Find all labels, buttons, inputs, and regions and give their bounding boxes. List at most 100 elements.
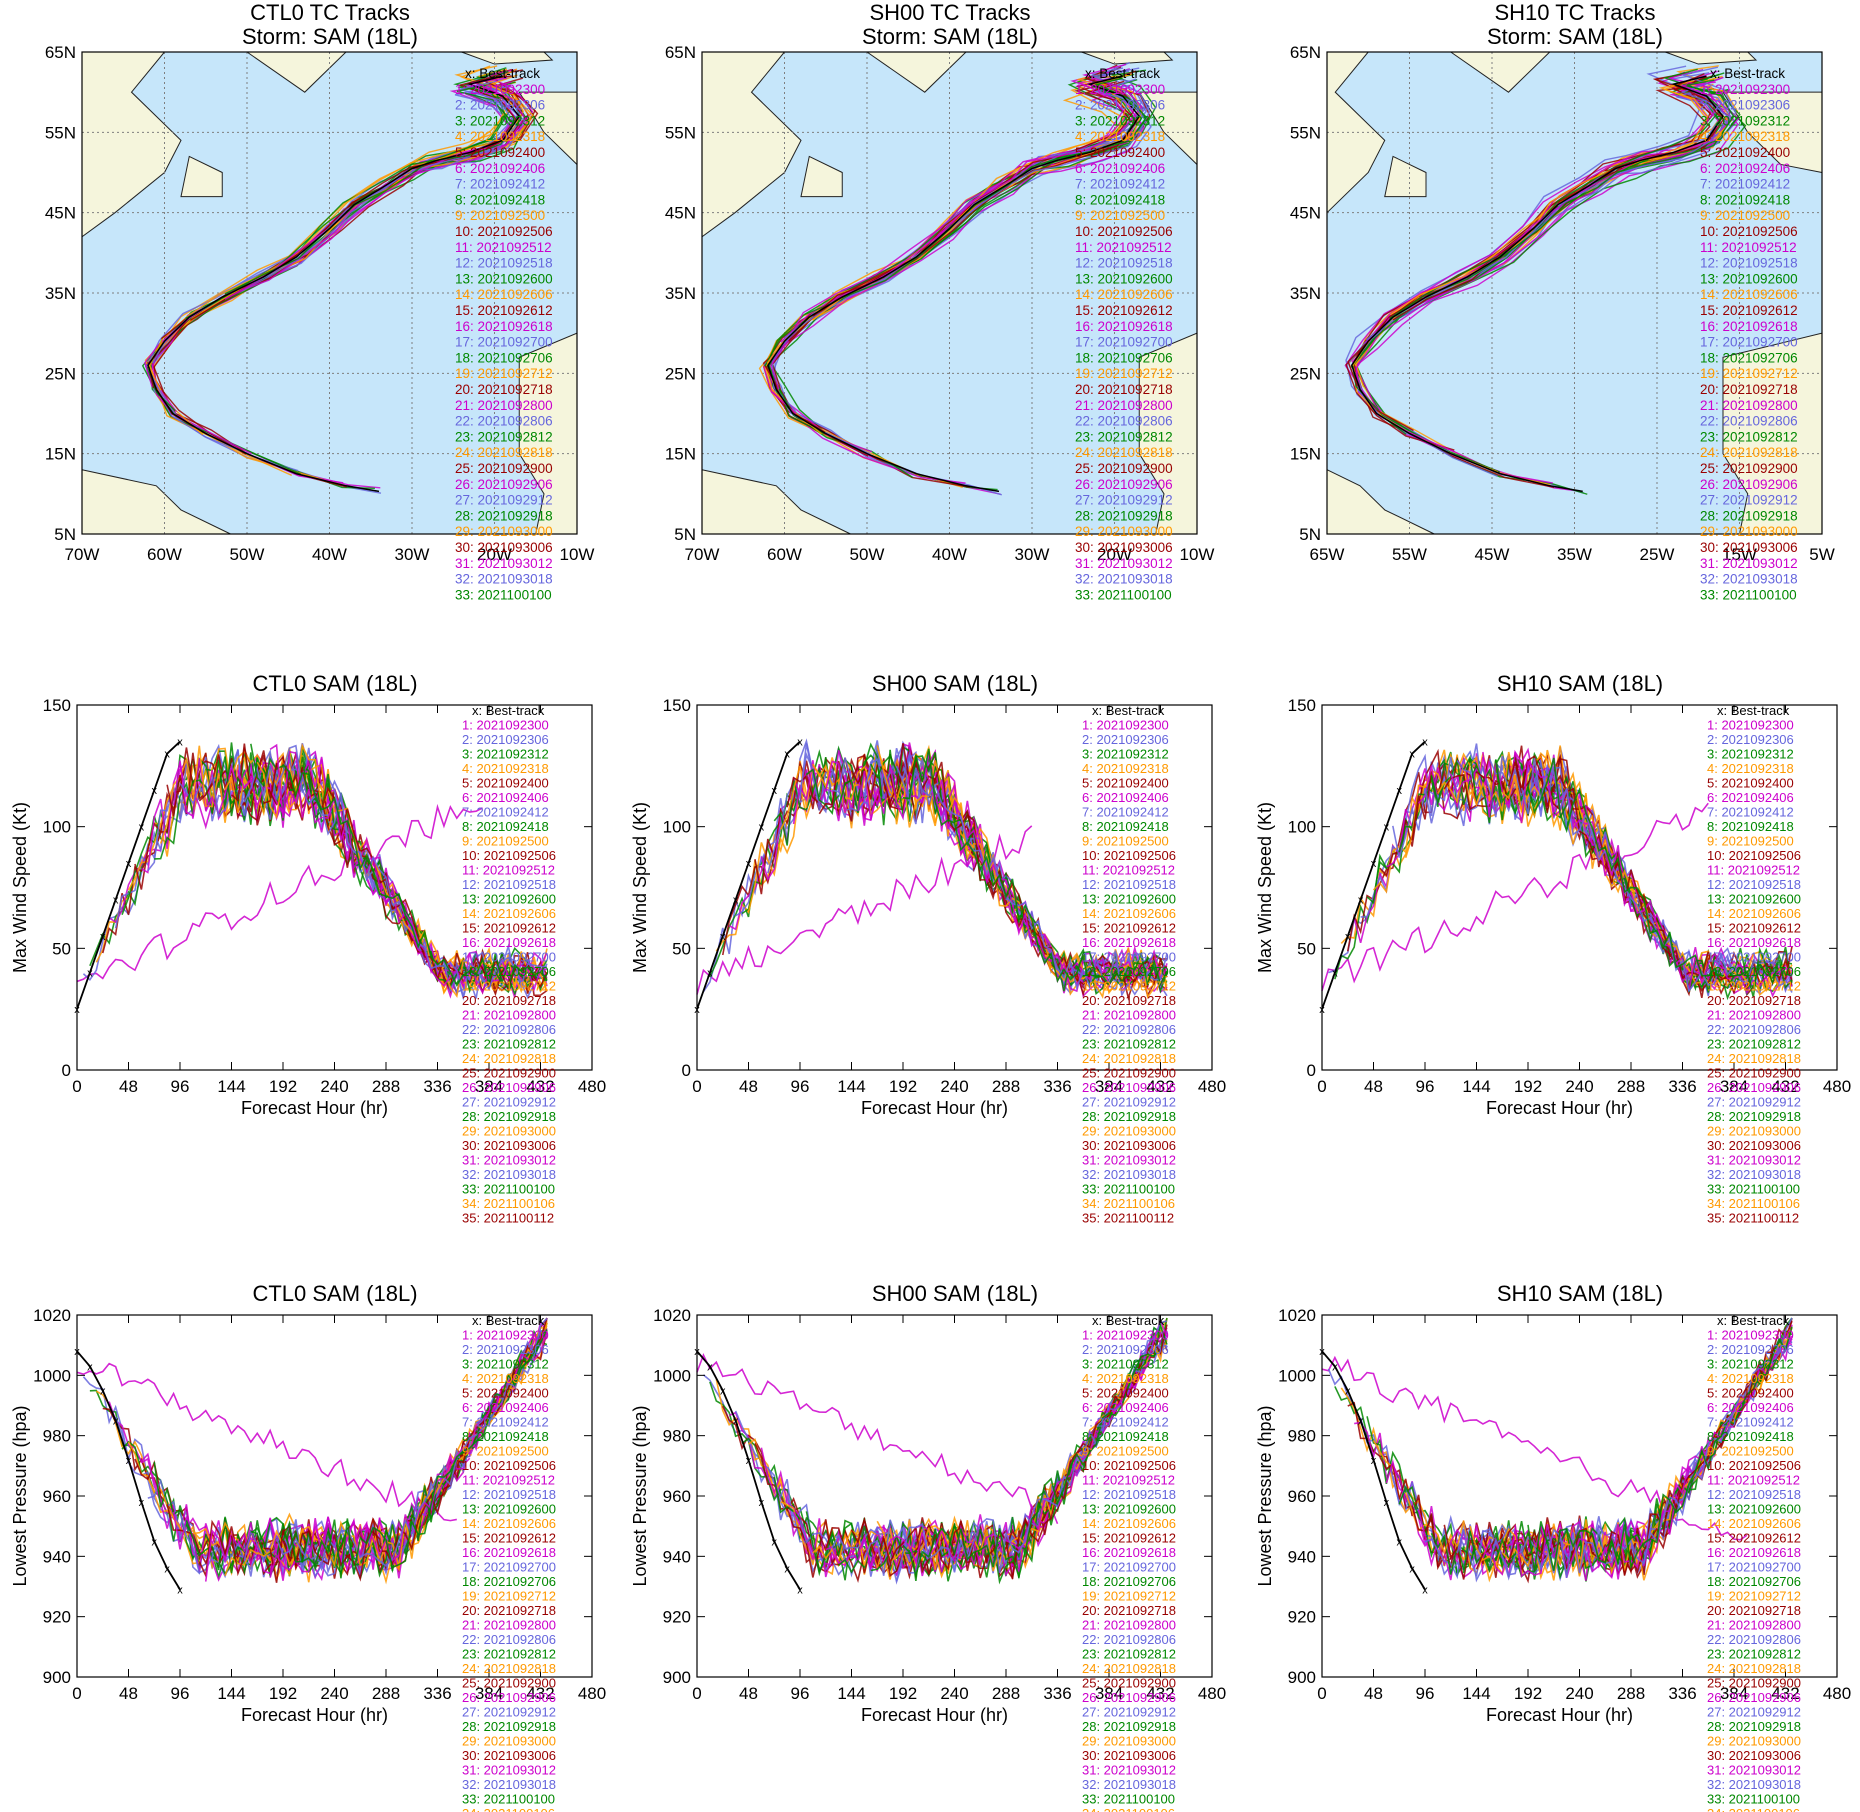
- legend-entry: 12: 2021092518: [1075, 256, 1173, 271]
- plot-frame: [1326, 51, 1823, 535]
- legend-entry: 31: 2021093012: [1082, 1153, 1176, 1168]
- x-tick-label: 60W: [147, 545, 182, 564]
- chart-subtitle: Storm: SAM (18L): [1487, 24, 1663, 49]
- legend-entry: 6: 2021092406: [1075, 161, 1165, 176]
- legend-entry: 14: 2021092606: [1707, 1516, 1801, 1531]
- chart-title: SH00 SAM (18L): [872, 1281, 1038, 1306]
- best-track-marker: x: [720, 1385, 726, 1397]
- best-track-marker: x: [100, 1385, 106, 1397]
- legend-entry: 32: 2021093018: [462, 1777, 556, 1792]
- x-tick-label: 192: [1514, 1684, 1542, 1703]
- legend-entry: 26: 2021092906: [1075, 477, 1173, 492]
- y-tick-label: 65N: [45, 43, 76, 62]
- legend-entry: 1: 2021092300: [455, 82, 545, 97]
- legend-entry: 25: 2021092900: [1700, 461, 1798, 476]
- best-track-marker: x: [707, 968, 713, 980]
- x-tick-label: 30W: [1015, 545, 1050, 564]
- forecast-track: [224, 77, 529, 300]
- x-tick-label: 336: [423, 1077, 451, 1096]
- x-tick-label: 432: [1771, 1077, 1799, 1096]
- legend-entry: 14: 2021092606: [455, 287, 553, 302]
- legend-entry: 25: 2021092900: [1707, 1676, 1801, 1691]
- legend-entry: 7: 2021092412: [462, 805, 549, 820]
- best-track-series: [696, 1350, 801, 1590]
- legend-entry: 12: 2021092518: [1707, 877, 1801, 892]
- legend-entry: 19: 2021092712: [1700, 366, 1798, 381]
- legend-entry: 12: 2021092518: [455, 256, 553, 271]
- y-tick-label: 1020: [653, 1306, 691, 1325]
- legend-entry: 20: 2021092718: [1700, 382, 1798, 397]
- legend-entry: 20: 2021092718: [1082, 1603, 1176, 1618]
- y-tick-label: 100: [43, 818, 71, 837]
- legend-entry: 16: 2021092618: [1082, 1545, 1176, 1560]
- best-track-marker: x: [759, 1497, 765, 1509]
- legend-entry: 5: 2021092400: [1082, 776, 1169, 791]
- y-tick-label: 960: [43, 1487, 71, 1506]
- legend-entry: 11: 2021092512: [1707, 1473, 1800, 1488]
- best-track-marker: x: [784, 749, 790, 761]
- legend-entry: 9: 2021092500: [1082, 834, 1169, 849]
- legend-entry: 22: 2021092806: [1707, 1632, 1801, 1647]
- x-tick-label: 40W: [312, 545, 347, 564]
- legend-entry: 6: 2021092406: [1707, 1400, 1794, 1415]
- legend-entry: 34: 2021100106: [462, 1196, 555, 1211]
- best-track-marker: x: [784, 1563, 790, 1575]
- legend-entry: 28: 2021092918: [1075, 508, 1173, 523]
- best-track-marker: x: [746, 1455, 752, 1467]
- legend-entry: 14: 2021092606: [1700, 287, 1798, 302]
- legend-entry: 25: 2021092900: [1707, 1066, 1801, 1081]
- forecast-track: [1352, 88, 1722, 411]
- y-tick-label: 1000: [33, 1366, 71, 1385]
- legend-entry: 17: 2021092700: [462, 950, 556, 965]
- best-track-marker: x: [139, 822, 145, 834]
- legend-entry: 16: 2021092618: [1082, 935, 1176, 950]
- legend-entry: 27: 2021092912: [462, 1095, 556, 1110]
- x-tick-label: 144: [217, 1077, 245, 1096]
- legend-entry: 19: 2021092712: [1082, 1589, 1176, 1604]
- legend-entry: 15: 2021092612: [1082, 921, 1176, 936]
- x-tick-label: 336: [1043, 1684, 1071, 1703]
- legend-entry: 29: 2021093000: [455, 524, 553, 539]
- legend-entry: 10: 2021092506: [1082, 1458, 1176, 1473]
- legend-entry: 27: 2021092912: [1707, 1705, 1801, 1720]
- legend-entry: 9: 2021092500: [1700, 208, 1790, 223]
- legend-entry: 17: 2021092700: [1082, 950, 1176, 965]
- legend-entry: 2: 2021092306: [462, 732, 549, 747]
- legend-entry: 2: 2021092306: [462, 1342, 549, 1357]
- y-tick-label: 35N: [665, 284, 696, 303]
- best-track-marker: x: [177, 737, 183, 749]
- x-tick-label: 48: [119, 1684, 138, 1703]
- x-tick-label: 288: [992, 1684, 1020, 1703]
- legend-entry: 28: 2021092918: [462, 1109, 556, 1124]
- legend-entry: 22: 2021092806: [462, 1632, 556, 1647]
- legend-entry: 34: 2021100106: [462, 1806, 555, 1812]
- y-tick-label: 980: [1288, 1427, 1316, 1446]
- legend-entry: 1: 2021092300: [1707, 718, 1794, 733]
- y-axis-label: Lowest Pressure (hpa): [1255, 1405, 1275, 1586]
- legend-entry: 27: 2021092912: [1707, 1095, 1801, 1110]
- legend-entry: 11: 2021092512: [1707, 863, 1800, 878]
- x-tick-label: 480: [578, 1684, 606, 1703]
- legend-entry: 7: 2021092412: [1707, 1415, 1794, 1430]
- forecast-series: [895, 765, 1168, 998]
- legend-entry: 6: 2021092406: [462, 790, 549, 805]
- y-tick-label: 55N: [665, 123, 696, 142]
- legend-entry: 18: 2021092706: [462, 1574, 556, 1589]
- best-track-marker: x: [1422, 737, 1428, 749]
- forecast-series: [1321, 802, 1709, 992]
- legend-entry: 31: 2021093012: [1700, 556, 1798, 571]
- x-tick-label: 192: [889, 1077, 917, 1096]
- legend-entry: 1: 2021092300: [1707, 1328, 1794, 1343]
- x-tick-label: 384: [1720, 1684, 1748, 1703]
- legend-entry: 17: 2021092700: [1707, 950, 1801, 965]
- forecast-series: [889, 764, 1168, 989]
- legend-entry: 35: 2021100112: [462, 1211, 554, 1226]
- forecast-series: [76, 803, 483, 983]
- best-track-marker: x: [152, 1536, 158, 1548]
- y-tick-label: 0: [1307, 1061, 1316, 1080]
- legend-entry: 12: 2021092518: [1082, 1487, 1176, 1502]
- legend-entry: 32: 2021093018: [1700, 572, 1798, 587]
- best-track-series: [76, 740, 181, 1010]
